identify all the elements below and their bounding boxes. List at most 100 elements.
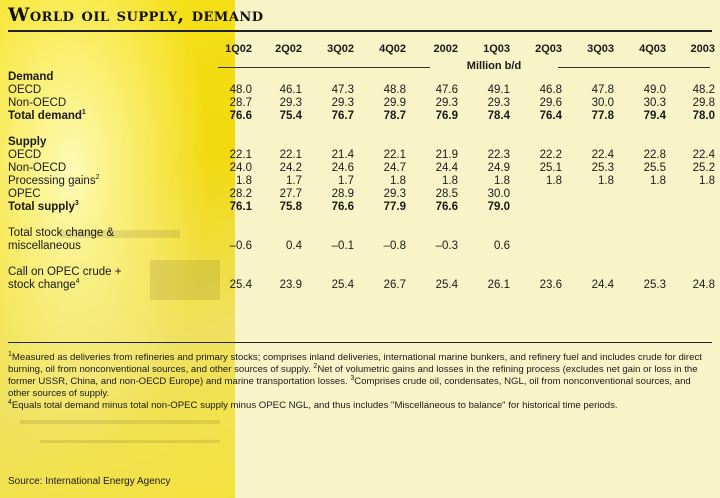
source-note: Source: International Energy Agency xyxy=(8,476,171,487)
table-cell: 47.6 xyxy=(435,84,458,96)
table-bottom-rule xyxy=(8,342,712,343)
row-label: OPEC xyxy=(8,188,41,200)
table-cell: 24.2 xyxy=(279,162,302,174)
table-cell: 22.4 xyxy=(692,149,715,161)
column-header: 4Q02 xyxy=(379,42,406,55)
row-label: Non-OECD xyxy=(8,97,67,109)
column-header: 2002 xyxy=(433,42,458,55)
table-cell: 1.7 xyxy=(286,175,302,187)
column-header: 2Q03 xyxy=(535,42,562,55)
table-cell: 23.9 xyxy=(279,279,302,291)
table-cell: 46.1 xyxy=(279,84,302,96)
table-cell: 26.7 xyxy=(383,279,406,291)
table-cell xyxy=(515,266,567,279)
section-header-row: Demand xyxy=(0,71,720,84)
table-cell: 25.4 xyxy=(331,279,354,291)
table-cell: 1.8 xyxy=(442,175,458,187)
table-cell: 26.1 xyxy=(487,279,510,291)
row-label: Call on OPEC crude + xyxy=(8,266,122,278)
spacer-row xyxy=(0,253,720,266)
table-cell: 76.9 xyxy=(435,110,458,122)
table-cell: 24.8 xyxy=(692,279,715,291)
table-cell: 47.3 xyxy=(331,84,354,96)
table-cell: 29.3 xyxy=(383,188,406,200)
row-label: Processing gains2 xyxy=(8,174,100,187)
table-cell xyxy=(463,266,515,279)
row-label: Non-OECD xyxy=(8,162,67,174)
table-cell xyxy=(411,266,463,279)
table-cell: 29.3 xyxy=(487,97,510,109)
table-cell xyxy=(307,227,359,240)
table-cell: 29.6 xyxy=(539,97,562,109)
footnote: 1Measured as deliveries from refineries … xyxy=(8,350,702,399)
table-cell: 28.9 xyxy=(331,188,354,200)
row-label: miscellaneous xyxy=(8,240,81,252)
table-row: Non-OECD 28.7 29.3 29.3 29.9 29.3 29.3 29.6 30.0… xyxy=(0,97,720,110)
table-cell: 30.0 xyxy=(487,188,510,200)
table-cell xyxy=(671,266,720,279)
table-cell: 78.7 xyxy=(383,110,406,122)
table-cell: 22.1 xyxy=(383,149,406,161)
table-cell xyxy=(619,227,671,240)
table-cell: 22.4 xyxy=(591,149,614,161)
table-cell: 0.4 xyxy=(286,240,302,252)
table-cell: 1.8 xyxy=(494,175,510,187)
table-cell: 24.4 xyxy=(435,162,458,174)
table-cell xyxy=(359,266,411,279)
table-cell: 75.8 xyxy=(279,201,302,213)
table-cell: 0.6 xyxy=(494,240,510,252)
table-row: OECD 48.0 46.1 47.3 48.8 47.6 49.1 46.8 47.8 49.0… xyxy=(0,84,720,97)
table-cell: 1.7 xyxy=(338,175,354,187)
table-cell: 48.0 xyxy=(229,84,252,96)
table-cell: 21.4 xyxy=(331,149,354,161)
table-cell xyxy=(515,240,567,253)
table-cell: 1.8 xyxy=(236,175,252,187)
footnote-marker: 1 xyxy=(81,109,86,117)
table-cell: 49.0 xyxy=(643,84,666,96)
table-cell xyxy=(567,188,619,201)
table-cell: 77.9 xyxy=(383,201,406,213)
table-cell: 22.2 xyxy=(539,149,562,161)
oil-balance-table: 1Q02 2Q02 3Q02 4Q02 2002 1Q03 2Q03 3Q03 … xyxy=(0,40,720,292)
table-cell: 77.8 xyxy=(591,110,614,122)
table-cell: 21.9 xyxy=(435,149,458,161)
table-cell xyxy=(463,227,515,240)
table-cell: 76.6 xyxy=(229,110,252,122)
table-cell: 75.4 xyxy=(279,110,302,122)
table-cell xyxy=(567,227,619,240)
table-cell xyxy=(671,201,720,214)
table-row: Total stock change & xyxy=(0,227,720,240)
table-cell: 22.8 xyxy=(643,149,666,161)
table-cell: 79.4 xyxy=(643,110,666,122)
table-cell: 1.8 xyxy=(598,175,614,187)
table-cell xyxy=(515,188,567,201)
table-cell: 29.3 xyxy=(435,97,458,109)
table-row: Total supply3 76.1 75.8 76.6 77.9 76.6 79.0 xyxy=(0,200,720,214)
table-cell: 79.0 xyxy=(487,201,510,213)
table-cell: 49.1 xyxy=(487,84,510,96)
table-cell xyxy=(257,266,307,279)
table-cell xyxy=(567,240,619,253)
table-cell xyxy=(567,266,619,279)
table-cell: 24.9 xyxy=(487,162,510,174)
column-header: 2Q02 xyxy=(275,42,302,55)
table-cell: 1.8 xyxy=(650,175,666,187)
footnote-marker: 3 xyxy=(74,200,79,208)
column-header: 4Q03 xyxy=(639,42,666,55)
table-row: miscellaneous –0.6 0.4 –0.1 –0.8 –0.3 0.6 xyxy=(0,240,720,253)
background-photo xyxy=(0,0,235,498)
table-cell xyxy=(205,266,257,279)
table-cell: –0.1 xyxy=(331,240,354,252)
table-cell: 25.5 xyxy=(643,162,666,174)
row-label: Total supply3 xyxy=(8,200,79,213)
table-cell: 25.4 xyxy=(229,279,252,291)
row-label: stock change4 xyxy=(8,278,80,291)
column-header: 2003 xyxy=(690,42,715,55)
table-cell: 25.3 xyxy=(643,279,666,291)
table-cell xyxy=(205,227,257,240)
table-cell: 29.8 xyxy=(692,97,715,109)
table-cell: 25.3 xyxy=(591,162,614,174)
table-cell xyxy=(359,227,411,240)
footnotes: 1Measured as deliveries from refineries … xyxy=(8,350,714,412)
table-cell: 76.6 xyxy=(435,201,458,213)
